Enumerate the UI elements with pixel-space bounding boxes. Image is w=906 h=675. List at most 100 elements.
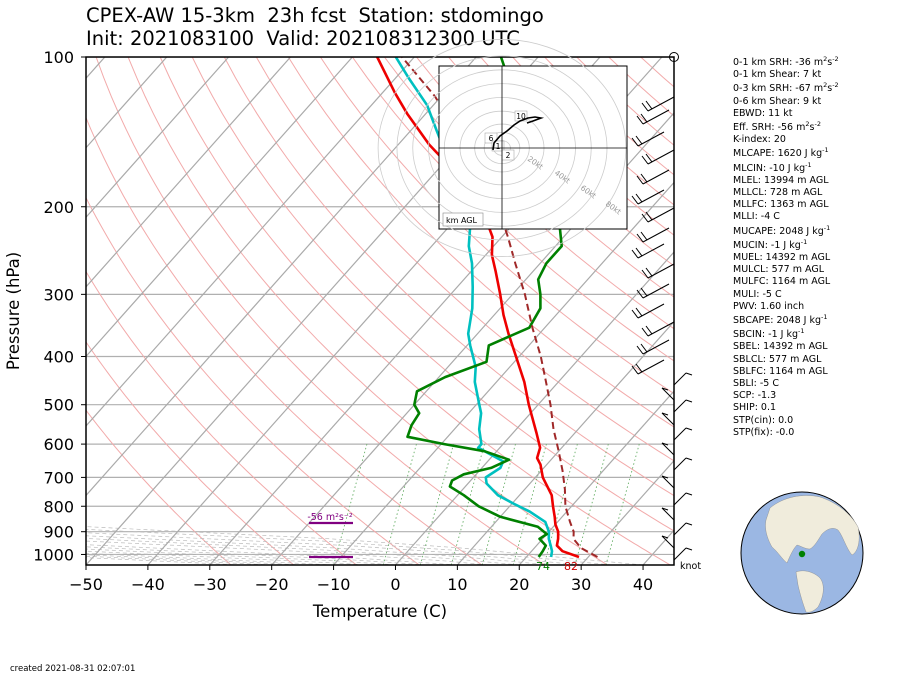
- x-tick-label: 40: [633, 575, 653, 594]
- wind-barb: [673, 547, 693, 561]
- isotherm-line: [86, 57, 168, 149]
- sounding-index-line: MUCAPE: 2048 J kg-1: [733, 223, 831, 237]
- mixing-ratio-line: [574, 443, 609, 565]
- isotherm-line: [456, 320, 674, 565]
- y-tick-label: 900: [43, 523, 74, 542]
- sounding-index-line: MLLFC: 1363 m AGL: [733, 199, 829, 211]
- wind-barb: [641, 149, 675, 165]
- sounding-index-line: MLEL: 13994 m AGL: [733, 174, 829, 186]
- dry-adiabat: [897, 57, 906, 565]
- sounding-index-line: 0-6 km Shear: 9 kt: [733, 95, 822, 107]
- station-marker: [798, 550, 806, 558]
- x-tick-label: −50: [69, 575, 103, 594]
- y-tick-label: 700: [43, 468, 74, 487]
- isotherm-line: [580, 459, 674, 565]
- x-tick-label: 30: [571, 575, 591, 594]
- mixing-ratio-line: [450, 443, 485, 565]
- wind-barb: [673, 372, 693, 386]
- mixing-ratio-line: [419, 443, 454, 565]
- chart-title-line2: Init: 2021083100 Valid: 202108312300 UTC: [86, 27, 520, 50]
- isotherm-line: [86, 57, 415, 427]
- wind-barb: [641, 263, 675, 279]
- wind-barb: [631, 189, 665, 205]
- y-tick-label: 1000: [33, 545, 74, 564]
- calm-wind-circle: [669, 52, 679, 62]
- svg-text:10: 10: [516, 112, 526, 121]
- hodograph-height-label: 2: [501, 149, 515, 161]
- isotherm-line: [86, 57, 477, 497]
- wind-barb: [661, 442, 675, 456]
- sounding-indices-panel: 0-1 km SRH: -36 m2s-2 0-1 km Shear: 7 kt 0…: [733, 56, 839, 439]
- created-timestamp: created 2021-08-31 02:07:01: [10, 664, 136, 674]
- dry-adiabat: [86, 409, 232, 565]
- isotherm-line: [86, 57, 291, 288]
- sounding-index-line: 0-1 km Shear: 7 kt: [733, 69, 822, 81]
- mixing-ratio-line: [481, 443, 516, 565]
- wind-barb: [641, 321, 675, 337]
- dry-adiabat: [127, 57, 608, 565]
- sounding-index-line: MLCAPE: 1620 J kg-1: [733, 146, 829, 160]
- svg-text:1: 1: [496, 142, 501, 151]
- sounding-index-line: STP(fix): -0.0: [733, 426, 795, 438]
- sounding-series-line: [401, 57, 598, 558]
- x-tick-label: −30: [193, 575, 227, 594]
- sounding-index-line: SBCAPE: 2048 J kg-1: [733, 313, 828, 327]
- moist-adiabat: [86, 529, 613, 565]
- x-tick-label: 0: [390, 575, 400, 594]
- isotherm-line: [86, 57, 353, 358]
- sounding-index-line: MLLCL: 728 m AGL: [733, 187, 823, 199]
- wind-barb: [636, 283, 670, 299]
- hodograph-trace: [492, 116, 545, 151]
- wind-barb: [636, 227, 670, 243]
- wind-barb: [631, 359, 665, 375]
- y-tick-label: 500: [43, 396, 74, 415]
- surface-value-label: 82: [564, 560, 578, 573]
- dry-adiabat: [865, 57, 906, 565]
- wind-barb: [673, 457, 693, 471]
- dry-adiabat: [833, 57, 906, 565]
- isotherm-line: [518, 390, 674, 565]
- dry-adiabat: [416, 57, 674, 298]
- moist-adiabat: [86, 555, 272, 565]
- hodograph-height-label: 6: [484, 132, 498, 144]
- wind-barb: [661, 507, 675, 521]
- sounding-index-line: SHIP: 0.1: [733, 402, 777, 414]
- sounding-index-line: K-index: 20: [733, 134, 786, 146]
- hodograph-height-label: 1: [491, 140, 505, 152]
- x-tick-label: −20: [255, 575, 289, 594]
- y-tick-label: 100: [43, 48, 74, 67]
- sounding-index-line: SCP: -1.3: [733, 390, 777, 402]
- y-axis-label: Pressure (hPa): [4, 252, 23, 370]
- wind-barb: [641, 207, 675, 223]
- wind-barb: [661, 387, 675, 401]
- wind-barb: [661, 412, 675, 426]
- mixing-ratio-line: [382, 443, 417, 565]
- dry-adiabat: [223, 57, 674, 497]
- dry-adiabat: [319, 57, 674, 395]
- y-tick-label: 400: [43, 348, 74, 367]
- effective-srh-label: -56 m²s⁻²: [307, 512, 353, 523]
- dry-adiabat: [86, 196, 420, 565]
- wind-barb: [631, 131, 665, 147]
- sounding-index-line: SBCIN: -1 J kg-1: [733, 327, 805, 341]
- wind-barb: [673, 399, 693, 413]
- isotherm-line: [333, 181, 674, 565]
- sounding-index-line: MLCIN: -10 J kg-1: [733, 160, 812, 174]
- sounding-index-line: STP(cin): 0.0: [733, 414, 794, 426]
- sounding-index-line: EBWD: 11 kt: [733, 107, 793, 119]
- wind-unit-label: knot: [680, 561, 701, 572]
- wind-barb: [641, 96, 675, 112]
- isotherm-line: [271, 112, 674, 565]
- sounding-index-line: MULI: -5 C: [733, 288, 782, 300]
- moist-adiabat: [86, 557, 241, 565]
- sounding-index-line: SBLCL: 577 m AGL: [733, 353, 822, 365]
- wind-barb: [673, 492, 693, 506]
- dry-adiabat: [86, 116, 483, 565]
- mixing-ratio-line: [605, 443, 640, 565]
- dry-adiabat: [287, 57, 674, 428]
- dry-adiabat: [191, 57, 674, 532]
- dry-adiabat: [384, 57, 674, 330]
- y-tick-label: 200: [43, 198, 74, 217]
- wind-barb: [673, 427, 693, 441]
